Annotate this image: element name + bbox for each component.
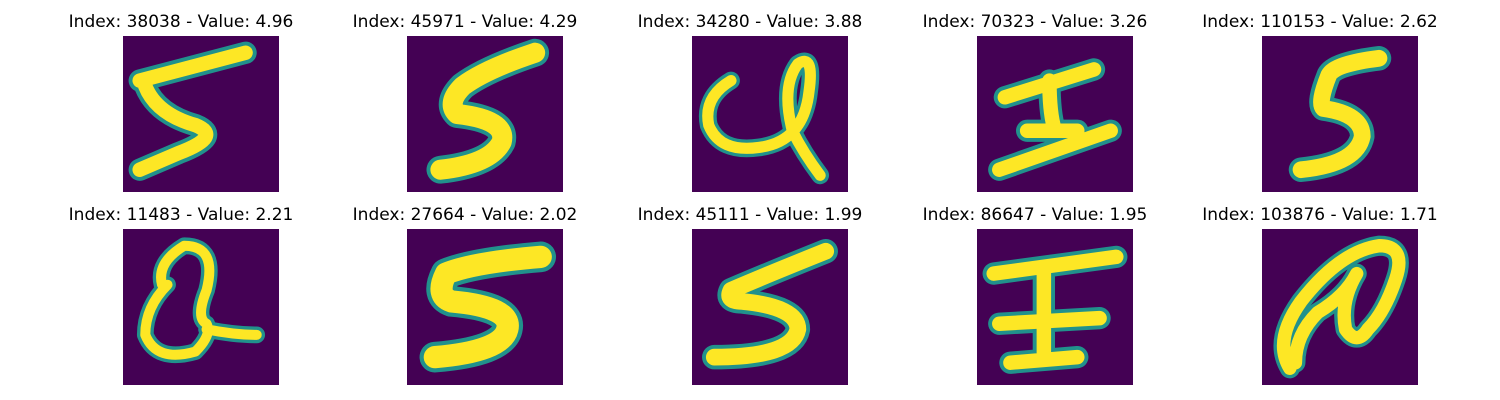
index-value: 86647 bbox=[981, 205, 1035, 225]
index-value: 11483 bbox=[127, 205, 181, 225]
index-label: Index: bbox=[1202, 12, 1260, 32]
index-label: Index: bbox=[69, 12, 127, 32]
panel-9: Index: 86647 - Value: 1.95 bbox=[905, 205, 1165, 395]
digit-image bbox=[407, 229, 563, 385]
index-value: 45111 bbox=[696, 205, 750, 225]
panel-title: Index: 110153 - Value: 2.62 bbox=[1190, 12, 1450, 32]
digit-image bbox=[123, 229, 279, 385]
handwritten-stroke-icon bbox=[977, 36, 1133, 192]
panel-title: Index: 11483 - Value: 2.21 bbox=[51, 205, 311, 225]
panel-6: Index: 11483 - Value: 2.21 bbox=[51, 205, 311, 395]
index-value: 27664 bbox=[411, 205, 465, 225]
handwritten-5-icon bbox=[692, 229, 848, 385]
index-label: Index: bbox=[1202, 205, 1260, 225]
handwritten-loop-icon bbox=[692, 36, 848, 192]
handwritten-stroke-icon bbox=[977, 229, 1133, 385]
value-number: 2.02 bbox=[539, 205, 577, 225]
index-label: Index: bbox=[69, 205, 127, 225]
index-label: Index: bbox=[353, 12, 411, 32]
panel-title: Index: 34280 - Value: 3.88 bbox=[620, 12, 880, 32]
panel-title: Index: 70323 - Value: 3.26 bbox=[905, 12, 1165, 32]
panel-title: Index: 38038 - Value: 4.96 bbox=[51, 12, 311, 32]
digit-image bbox=[692, 229, 848, 385]
panel-title: Index: 86647 - Value: 1.95 bbox=[905, 205, 1165, 225]
value-number: 1.71 bbox=[1400, 205, 1438, 225]
value-number: 4.29 bbox=[539, 12, 577, 32]
handwritten-5-icon bbox=[1262, 36, 1418, 192]
handwritten-5-icon bbox=[123, 36, 279, 192]
panel-title: Index: 45971 - Value: 4.29 bbox=[335, 12, 595, 32]
digit-image bbox=[977, 36, 1133, 192]
index-value: 110153 bbox=[1260, 12, 1325, 32]
panel-title: Index: 45111 - Value: 1.99 bbox=[620, 205, 880, 225]
panel-title: Index: 27664 - Value: 2.02 bbox=[335, 205, 595, 225]
value-label: - Value: bbox=[465, 205, 540, 225]
digit-image bbox=[123, 36, 279, 192]
index-label: Index: bbox=[353, 205, 411, 225]
panel-title: Index: 103876 - Value: 1.71 bbox=[1190, 205, 1450, 225]
digit-image bbox=[1262, 229, 1418, 385]
value-label: - Value: bbox=[1035, 12, 1110, 32]
panel-3: Index: 34280 - Value: 3.88 bbox=[620, 12, 880, 202]
panel-7: Index: 27664 - Value: 2.02 bbox=[335, 205, 595, 395]
value-number: 3.88 bbox=[824, 12, 862, 32]
digit-image bbox=[1262, 36, 1418, 192]
value-label: - Value: bbox=[181, 12, 256, 32]
handwritten-loop-icon bbox=[1262, 229, 1418, 385]
index-value: 70323 bbox=[981, 12, 1035, 32]
digit-image bbox=[692, 36, 848, 192]
handwritten-loop-icon bbox=[123, 229, 279, 385]
value-number: 2.62 bbox=[1400, 12, 1438, 32]
value-number: 1.99 bbox=[824, 205, 862, 225]
handwritten-5-icon bbox=[407, 36, 563, 192]
value-label: - Value: bbox=[1325, 12, 1400, 32]
panel-8: Index: 45111 - Value: 1.99 bbox=[620, 205, 880, 395]
value-number: 1.95 bbox=[1109, 205, 1147, 225]
index-value: 103876 bbox=[1260, 205, 1325, 225]
panel-2: Index: 45971 - Value: 4.29 bbox=[335, 12, 595, 202]
value-label: - Value: bbox=[181, 205, 256, 225]
index-value: 45971 bbox=[411, 12, 465, 32]
panel-4: Index: 70323 - Value: 3.26 bbox=[905, 12, 1165, 202]
panel-1: Index: 38038 - Value: 4.96 bbox=[51, 12, 311, 202]
index-label: Index: bbox=[638, 205, 696, 225]
panel-10: Index: 103876 - Value: 1.71 bbox=[1190, 205, 1450, 395]
value-label: - Value: bbox=[1035, 205, 1110, 225]
digit-image bbox=[407, 36, 563, 192]
value-number: 4.96 bbox=[255, 12, 293, 32]
index-label: Index: bbox=[923, 205, 981, 225]
value-number: 3.26 bbox=[1109, 12, 1147, 32]
index-label: Index: bbox=[638, 12, 696, 32]
value-label: - Value: bbox=[750, 205, 825, 225]
value-label: - Value: bbox=[750, 12, 825, 32]
handwritten-5-icon bbox=[407, 229, 563, 385]
value-label: - Value: bbox=[465, 12, 540, 32]
index-value: 34280 bbox=[696, 12, 750, 32]
index-label: Index: bbox=[923, 12, 981, 32]
index-value: 38038 bbox=[127, 12, 181, 32]
digit-image bbox=[977, 229, 1133, 385]
value-label: - Value: bbox=[1325, 205, 1400, 225]
panel-5: Index: 110153 - Value: 2.62 bbox=[1190, 12, 1450, 202]
value-number: 2.21 bbox=[255, 205, 293, 225]
